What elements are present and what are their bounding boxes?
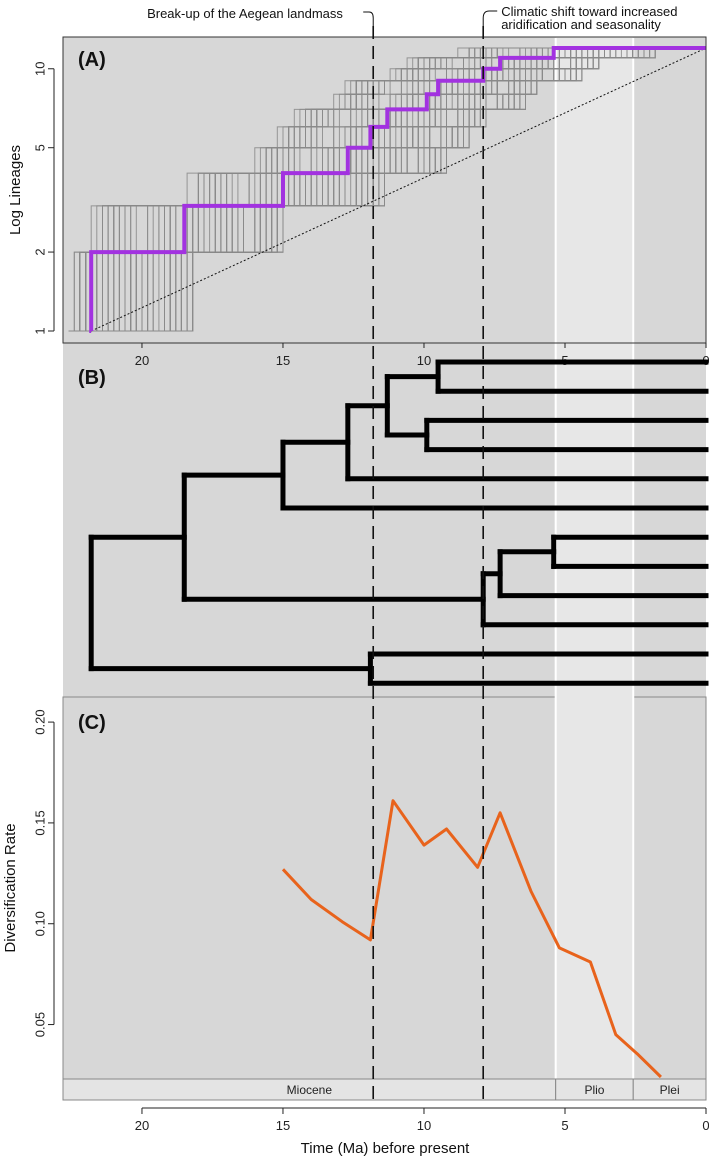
- panel-a-y-tick-label: 5: [33, 144, 48, 151]
- panel-a-y-axis: 1 2 5 10: [33, 62, 55, 335]
- panel-a-x-tick-label: 20: [135, 353, 149, 368]
- epoch-label: Plio: [584, 1083, 604, 1097]
- panel-c-y-tick-label: 0.15: [33, 810, 48, 835]
- epoch-cell: [632, 1078, 707, 1101]
- null-expectation-line: [90, 47, 707, 332]
- epoch-label: Plei: [660, 1083, 680, 1097]
- ltt-posterior-line: [68, 47, 706, 332]
- ltt-posterior-line: [68, 47, 706, 332]
- ltt-posterior-line: [68, 47, 706, 332]
- panel-c-x-tick-label: 10: [417, 1118, 431, 1133]
- panel-a-frame: [62, 36, 707, 344]
- ltt-posterior-line: [68, 47, 706, 332]
- panel-c-y-axis: 0.05 0.10 0.15 0.20: [33, 709, 55, 1037]
- ltt-posterior-line: [68, 47, 706, 332]
- panel-c-y-tick-label: 0.05: [33, 1012, 48, 1037]
- ltt-posterior-line: [68, 47, 706, 332]
- climatic-shift-annotation-line2: aridification and seasonality: [501, 17, 661, 32]
- ltt-posterior-line: [68, 47, 706, 332]
- panel-c-x-axis-title: Time (Ma) before present: [301, 1140, 471, 1157]
- ltt-posterior-line: [68, 47, 706, 332]
- ltt-posterior-line: [68, 47, 706, 332]
- ltt-posterior-line: [68, 47, 706, 332]
- ltt-posterior-line: [68, 47, 706, 332]
- ltt-posterior-line: [68, 47, 706, 332]
- panel-a-y-tick-label: 1: [33, 327, 48, 334]
- event-annotations: Break-up of the Aegean landmass Climatic…: [147, 4, 677, 32]
- ltt-posterior-line: [68, 47, 706, 332]
- panel-a-x-tick-label: 10: [417, 353, 431, 368]
- ltt-posterior-line: [68, 47, 706, 332]
- ltt-posterior-line: [68, 47, 706, 332]
- ltt-posterior-line: [68, 47, 706, 332]
- ltt-posterior-line: [68, 47, 706, 332]
- ltt-posterior-line: [68, 47, 706, 332]
- ltt-posterior-line: [68, 47, 706, 332]
- background-layer: [62, 36, 707, 1101]
- panel-c-x-tick-label: 15: [276, 1118, 290, 1133]
- ltt-posterior-line: [68, 47, 706, 332]
- pliocene-band: [555, 37, 634, 1079]
- ltt-posterior-line: [68, 47, 706, 332]
- panel-a-label: (A): [78, 49, 106, 71]
- ltt-posterior-line: [68, 47, 706, 332]
- aegean-breakup-annotation: Break-up of the Aegean landmass: [147, 6, 343, 21]
- panel-c-y-tick-label: 0.20: [33, 709, 48, 734]
- epoch-label: Miocene: [287, 1083, 333, 1097]
- ltt-posterior-line: [68, 47, 706, 332]
- panel-a-y-tick-label: 2: [33, 248, 48, 255]
- ltt-posterior-line: [68, 47, 706, 332]
- panel-c-y-tick-label: 0.10: [33, 911, 48, 936]
- mean-ltt-line: [89, 46, 706, 333]
- aegean-annotation-leader: [363, 11, 374, 26]
- panel-c-x-tick-label: 0: [702, 1118, 709, 1133]
- ltt-posterior-line: [68, 47, 706, 332]
- panel-a-x-tick-label: 15: [276, 353, 290, 368]
- climatic-annotation-leader: [482, 10, 498, 26]
- ltt-posterior-line: [68, 47, 706, 332]
- panel-a-y-axis-title: Log Lineages: [7, 145, 24, 235]
- diversification-rate-line: [281, 799, 662, 1079]
- panel-c-label: (C): [78, 712, 106, 734]
- panel-b-label: (B): [78, 367, 106, 389]
- epoch-bar: Miocene Plio Plei: [62, 1078, 707, 1101]
- climatic-shift-annotation-line1: Climatic shift toward increased: [501, 4, 677, 19]
- panel-c-x-tick-label: 20: [135, 1118, 149, 1133]
- panel-a-y-tick-label: 10: [33, 62, 48, 76]
- panel-c-rate-plot: 0.05 0.10 0.15 0.20 Diversification Rate (C…: [2, 709, 709, 1157]
- panel-c-x-axis: 20 15 10 5 0: [135, 1107, 709, 1133]
- panel-c-y-axis-title: Diversification Rate: [2, 823, 19, 952]
- ltt-posterior-line: [68, 47, 706, 332]
- panel-c-x-tick-label: 5: [561, 1118, 568, 1133]
- ltt-posterior-line: [68, 47, 706, 332]
